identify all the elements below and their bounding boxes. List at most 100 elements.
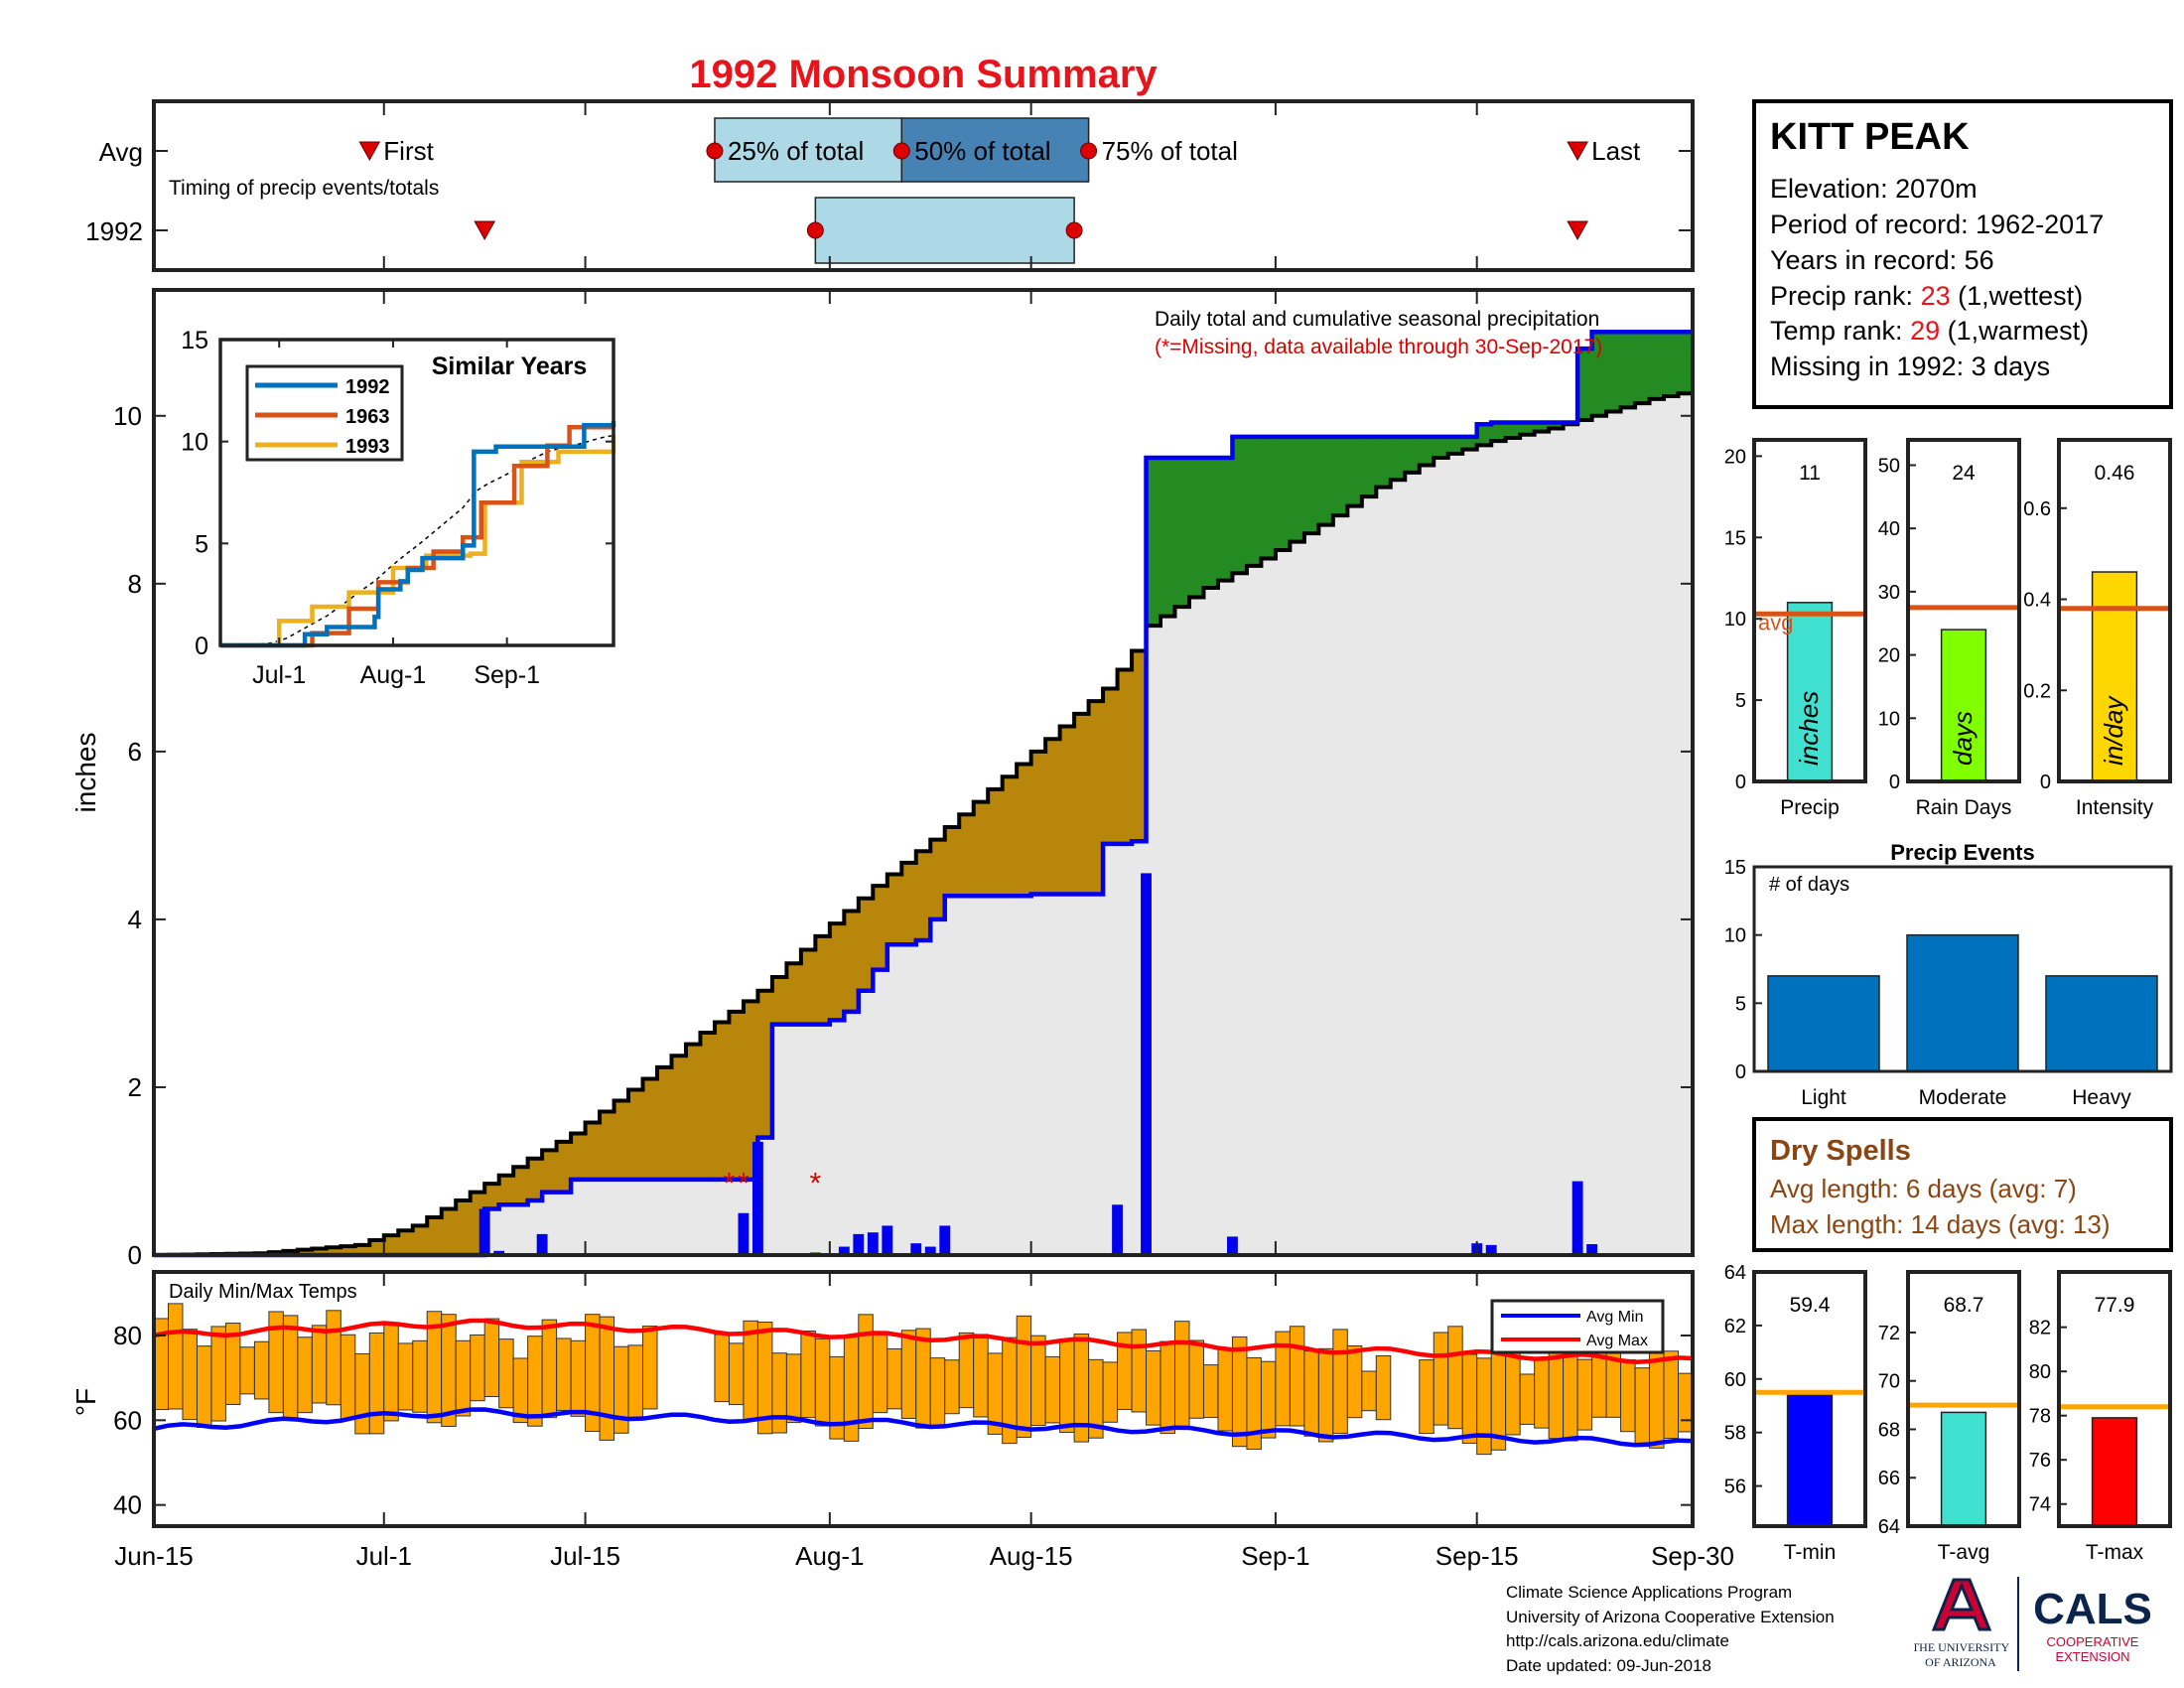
station-frame <box>1752 99 2173 409</box>
dry-spells-title: Dry Spells <box>1770 1135 1911 1167</box>
below-avg-band <box>800 949 816 1025</box>
year-25-marker <box>806 221 824 239</box>
below-avg-band <box>959 814 975 897</box>
below-avg-band <box>484 1184 500 1209</box>
daily-precip-bar <box>1112 1204 1123 1255</box>
precip-panel: * * * Daily total and cumulative seasonal … <box>70 288 1695 1270</box>
mini-avg-label: avg <box>1758 610 1793 634</box>
below-avg-band <box>585 1122 601 1180</box>
daily-temp-bar <box>1461 1353 1478 1444</box>
above-avg-band <box>1476 424 1492 446</box>
mini-y-tick-label: 0.4 <box>2023 590 2051 612</box>
mini-unit-label: in/day <box>2099 695 2128 766</box>
footer-url[interactable]: http://cals.arizona.edu/climate <box>1506 1631 1729 1650</box>
avg-cumulative-line <box>154 390 1695 1257</box>
ua-line1: THE UNIVERSITY <box>1914 1640 2009 1654</box>
above-avg-band <box>1246 436 1263 566</box>
avg-25-label: 25% of total <box>728 136 864 166</box>
daily-precip-bar <box>1485 1244 1497 1255</box>
date-tick-label: Jul-1 <box>356 1541 412 1571</box>
above-avg-band <box>1649 332 1665 399</box>
daily-temp-bar <box>1160 1340 1176 1435</box>
mini-category-label: Rain Days <box>1916 796 2012 819</box>
dry-spells-max: Max length: 14 days (avg: 13) <box>1770 1209 2111 1239</box>
inset-y-tick-label: 10 <box>181 429 208 457</box>
avg-25-marker <box>706 142 724 160</box>
precip-y-axis-label: inches <box>70 733 101 813</box>
page-title: 1992 Monsoon Summary <box>689 53 1158 96</box>
temp-y-tick-label: 40 <box>113 1490 142 1520</box>
timing-panel: Avg 1992 Timing of precip events/totals … <box>85 99 1695 272</box>
event-category-label: Light <box>1801 1086 1846 1109</box>
daily-temp-bar <box>1620 1358 1636 1433</box>
daily-temp-bar <box>1563 1347 1578 1442</box>
daily-temp-bar <box>383 1322 399 1422</box>
inset-y-tick-label: 15 <box>181 327 208 354</box>
inset-x-tick-label: Aug-1 <box>360 661 427 689</box>
daily-temp-bar <box>1534 1357 1550 1429</box>
mini-y-tick-label: 50 <box>1878 455 1900 477</box>
avg-first-label: First <box>383 136 434 166</box>
precip-y-tick-label: 8 <box>128 569 142 599</box>
precip-y-tick-label: 0 <box>128 1240 142 1270</box>
legend-avg-max-label: Avg Max <box>1586 1333 1648 1349</box>
mini-category-label: Precip <box>1780 796 1840 819</box>
daily-temp-bar <box>1332 1329 1348 1434</box>
above-avg-band <box>1303 436 1319 534</box>
precip-chart-subtitle: (*=Missing, data available through 30-Se… <box>1155 336 1602 358</box>
station-info-box: KITT PEAK Elevation: 2070m Period of rec… <box>1752 99 2173 409</box>
date-axis: Jun-15 Jul-1 Jul-15 Aug-1 Aug-15 Sep-1 Sep-15 S… <box>114 101 1734 1571</box>
daily-temp-bar <box>771 1352 787 1434</box>
above-avg-band <box>1635 332 1651 404</box>
date-tick-label: Sep-1 <box>1241 1541 1309 1571</box>
mini-y-tick-label: 58 <box>1724 1423 1746 1445</box>
above-avg-band <box>1620 332 1636 408</box>
mini-frame <box>1752 1270 1867 1528</box>
below-avg-band <box>398 1230 414 1255</box>
below-avg-band <box>700 1033 716 1180</box>
daily-temp-bar <box>455 1339 472 1417</box>
daily-temp-bar <box>1576 1358 1593 1431</box>
temp-y-axis-label: °F <box>70 1388 101 1416</box>
daily-temp-bar <box>182 1329 198 1421</box>
daily-temp-bar <box>973 1334 989 1418</box>
temp-frame <box>152 1270 1695 1528</box>
above-avg-band <box>1376 436 1392 488</box>
event-category-label: Moderate <box>1919 1086 2007 1109</box>
avg-min-line <box>153 1407 1694 1448</box>
daily-precip-bar <box>1571 1181 1583 1255</box>
inset-legend-label: 1993 <box>345 436 390 458</box>
temp-legend: Avg Min Avg Max <box>1490 1299 1665 1354</box>
daily-temp-bar <box>311 1325 328 1404</box>
daily-precip-bar <box>751 1141 763 1255</box>
precip-frame <box>152 288 1695 1257</box>
daily-temp-bar <box>887 1347 902 1410</box>
below-avg-band <box>1117 669 1133 844</box>
daily-temp-bar <box>196 1345 212 1429</box>
avg-cumulative-area <box>154 390 1693 1255</box>
mini-y-tick-label: 70 <box>1878 1371 1900 1393</box>
avg-75-marker <box>1080 142 1098 160</box>
avg-75-label: 75% of total <box>1102 136 1238 166</box>
mini-frame <box>1906 438 2021 783</box>
above-avg-band <box>1577 349 1593 421</box>
event-bar-light <box>1767 975 1880 1072</box>
daily-temp-bar <box>1131 1329 1148 1413</box>
mini-value-label: 11 <box>1799 462 1821 485</box>
daily-temp-bar <box>599 1316 615 1441</box>
missing-day-marker: * <box>738 1168 750 1200</box>
daily-precip-bar <box>924 1246 936 1255</box>
below-avg-band <box>326 1247 341 1255</box>
below-avg-band <box>930 839 946 919</box>
precip-rank-value: 23 <box>1921 281 1951 311</box>
inset-series-1992 <box>220 421 616 648</box>
temp-chart-title: Daily Min/Max Temps <box>169 1281 357 1303</box>
daily-temp-bar <box>368 1332 385 1435</box>
above-avg-band <box>1203 458 1219 589</box>
mini-frame <box>2057 438 2172 783</box>
daily-temp-bar <box>498 1338 514 1409</box>
below-avg-band <box>873 886 888 970</box>
daily-temp-bar <box>900 1330 917 1419</box>
daily-temp-bar <box>1231 1336 1248 1448</box>
